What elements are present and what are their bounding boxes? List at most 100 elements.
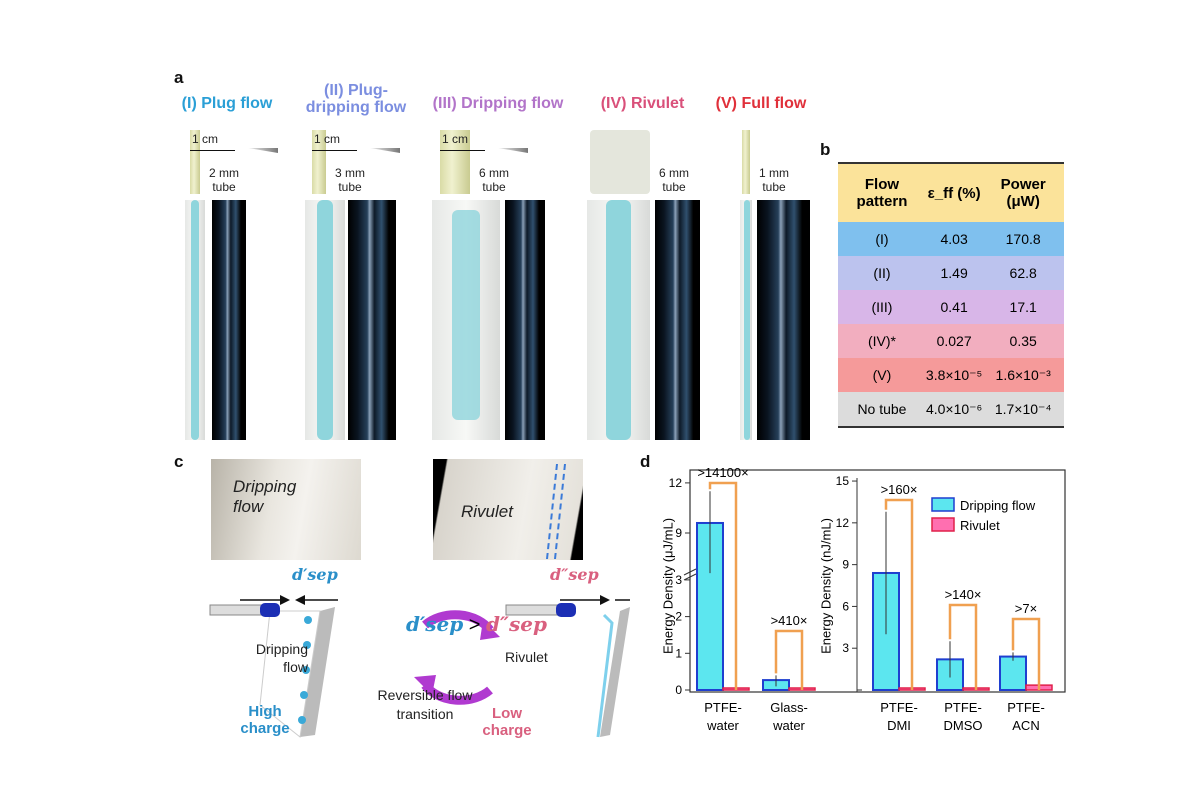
tube-size-label: 3 mm tube [335,166,365,194]
power-cell: 0.35 [1009,333,1037,349]
category-label: PTFE- [944,700,982,715]
category-label: PTFE- [880,700,918,715]
flow-pattern-table: Flow pattern ε_ff (%) Power (μW) (I) 4.03 17… [838,162,1064,428]
left-tick-label: 3 [675,573,682,587]
power-cell: 62.8 [1009,265,1037,281]
right-tick-label: 6 [842,599,849,613]
eff-cell: 4.03 [940,231,968,247]
needle-icon [248,148,278,153]
panel-b-label: b [820,140,831,159]
needle-icon [498,148,528,153]
power-cell: 170.8 [1005,231,1041,247]
table-row: (III) 0.41 17.1 [838,290,1064,324]
flow-photo [212,200,246,440]
power-cell: 17.1 [1009,299,1037,315]
header-eff: ε_ff (%) [927,184,981,202]
axis-break-icon [683,568,697,581]
left-tick-label: 12 [669,476,683,490]
category-label: ACN [1012,718,1039,733]
bar-dripping [999,655,1027,691]
pattern-title: (I) Plug flow [181,95,273,112]
left-tick-label: 1 [675,646,682,660]
scale-label: 1 cm [442,132,469,146]
power-cell: 1.6×10⁻³ [995,366,1051,383]
table-row: (II) 1.49 62.8 [838,256,1064,290]
legend-label: Dripping flow [960,498,1036,513]
d-sep-comparison: d′sep > d″sep [406,612,547,637]
flow-simulation [305,200,345,440]
pattern-title: (II) Plug-dripping flow [305,82,407,116]
pattern-cell: No tube [857,401,907,417]
d-sep-double-prime: d″sep [550,565,599,584]
table-row: (V) 3.8×10⁻⁵ 1.6×10⁻³ [838,358,1064,392]
rivulet-photo: Rivulet [433,459,583,560]
header-power: Power (μW) [1000,176,1046,210]
category-label: water [772,718,805,733]
table-row: No tube 4.0×10⁻⁶ 1.7×10⁻⁴ [838,392,1064,427]
right-tick-label: 15 [836,474,850,488]
left-axis-label: Energy Density (μJ/mL) [660,517,676,655]
left-tick-label: 0 [675,683,682,697]
eff-cell: 0.027 [936,333,972,349]
ratio-label: >410× [771,613,808,628]
ratio-bracket [774,629,804,690]
header-pattern: Flow pattern [856,176,908,210]
tube-size-label: 6 mm tube [659,166,689,194]
panel-c-label: c [174,452,184,471]
category-label: DMSO [944,718,983,733]
flow-simulation [740,200,752,440]
pattern-title: (III) Dripping flow [432,95,564,112]
pattern-title: (IV) Rivulet [600,95,685,112]
eff-cell: 4.0×10⁻⁶ [925,400,983,417]
ratio-label: >160× [881,482,918,497]
left-tick-label: 2 [675,610,682,624]
category-label: Glass- [770,700,808,715]
category-label: PTFE- [704,700,742,715]
tube-render [590,130,650,194]
greater-than: > [468,614,481,636]
ratio-bracket [884,498,914,690]
dripping-flow-text: Dripping flow [255,641,308,675]
tube-size-label: 1 mm tube [759,166,789,194]
pattern-cell: (I) [875,231,889,247]
d-sep-prime: d′sep [292,565,338,584]
category-label: water [706,718,739,733]
left-tick-label: 9 [675,526,682,540]
high-charge-text: High charge [240,703,290,737]
panel-a-label: a [174,68,184,87]
eff-cell: 1.49 [940,265,968,281]
low-charge-text: Low charge [482,705,532,739]
flow-simulation [587,200,650,440]
tube-render [742,130,750,194]
eff-cell: 0.41 [940,299,968,315]
category-label: PTFE- [1007,700,1045,715]
ratio-bracket [708,481,738,690]
flow-photo [655,200,700,440]
tube-render [440,130,470,194]
scale-arrow [190,150,235,151]
panel-d-label: d [640,452,651,471]
scale-label: 1 cm [192,132,219,146]
d-sep-prime-compare: d′sep [406,612,464,636]
pattern-title: (V) Full flow [715,95,807,112]
flow-simulation [432,200,500,440]
scale-label: 1 cm [314,132,341,146]
pattern-cell: (III) [871,299,893,315]
scale-arrow [312,150,357,151]
tube-render [312,130,326,194]
scale-arrow [440,150,485,151]
legend-label: Rivulet [960,518,1000,533]
legend-swatch [931,517,955,532]
power-cell: 1.7×10⁻⁴ [994,400,1052,417]
ratio-label: >14100× [697,465,748,480]
flow-photo [505,200,545,440]
flow-photo [348,200,396,440]
ratio-bracket [1011,617,1041,690]
pattern-cell: (V) [872,367,892,383]
right-tick-label: 12 [836,516,850,530]
tube-size-label: 2 mm tube [209,166,239,194]
d-sep-double-prime-compare: d″sep [486,612,547,636]
legend-swatch [931,497,955,512]
flow-simulation [185,200,205,440]
